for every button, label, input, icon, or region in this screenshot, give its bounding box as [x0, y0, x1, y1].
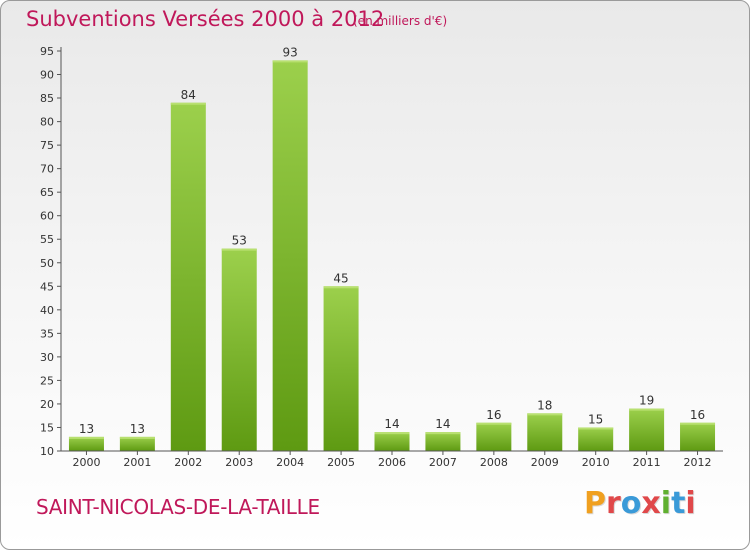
y-tick-label: 55 [40, 233, 54, 246]
x-tick-label: 2012 [684, 456, 712, 469]
y-tick-label: 25 [40, 374, 54, 387]
bar-value-label: 18 [537, 398, 552, 412]
bar-value-label: 13 [130, 422, 145, 436]
x-tick-label: 2001 [123, 456, 151, 469]
x-tick-label: 2006 [378, 456, 406, 469]
bar [680, 422, 716, 451]
x-tick-label: 2007 [429, 456, 457, 469]
bar-value-label: 45 [333, 271, 348, 285]
bar-value-label: 19 [639, 394, 654, 408]
x-tick-label: 2011 [633, 456, 661, 469]
logo-letter: i [660, 486, 672, 521]
bar [221, 248, 257, 451]
bar-value-label: 16 [690, 408, 705, 422]
bar-top-highlight [323, 286, 359, 289]
y-tick-label: 60 [40, 210, 54, 223]
bar [629, 408, 665, 451]
bar-top-highlight [425, 432, 461, 435]
y-tick-label: 10 [40, 445, 54, 458]
y-tick-label: 45 [40, 280, 54, 293]
bar [527, 413, 563, 451]
y-tick-label: 75 [40, 139, 54, 152]
x-tick-label: 2008 [480, 456, 508, 469]
bar-top-highlight [272, 60, 308, 63]
commune-name: SAINT-NICOLAS-DE-LA-TAILLE [36, 495, 320, 519]
x-tick-label: 2004 [276, 456, 304, 469]
logo-letter: P [584, 486, 606, 521]
bar-value-label: 14 [384, 417, 399, 431]
bar-top-highlight [578, 427, 614, 430]
bar-top-highlight [629, 408, 665, 411]
bar-top-highlight [527, 413, 563, 416]
y-tick-label: 15 [40, 421, 54, 434]
y-tick-label: 85 [40, 92, 54, 105]
bar [374, 432, 410, 451]
y-tick-label: 30 [40, 351, 54, 364]
y-tick-label: 80 [40, 116, 54, 129]
bar-top-highlight [374, 432, 410, 435]
chart-unit-subtitle: (en milliers d'€) [353, 14, 448, 28]
bar [425, 432, 461, 451]
logo-letter: i [685, 486, 696, 521]
y-tick-label: 40 [40, 304, 54, 317]
x-tick-label: 2009 [531, 456, 559, 469]
axes-group: 10 15 20 25 30 35 40 45 50 55 60 65 70 75 80 85 90 95 2000… [40, 45, 723, 469]
bar-value-label: 84 [181, 88, 196, 102]
bar-top-highlight [221, 248, 257, 251]
y-tick-label: 65 [40, 186, 54, 199]
x-tick-label: 2003 [225, 456, 253, 469]
bar-value-label: 93 [283, 45, 298, 59]
bar-top-highlight [170, 102, 206, 105]
y-tick-label: 90 [40, 69, 54, 82]
bar-top-highlight [680, 422, 716, 425]
y-tick-label: 70 [40, 163, 54, 176]
bar-top-highlight [476, 422, 512, 425]
bar-value-label: 14 [435, 417, 450, 431]
logo-letter: x [641, 486, 661, 521]
bar [476, 422, 512, 451]
bars-group: 13 13 84 53 93 45 14 14 16 18 15 19 16 [68, 45, 716, 451]
bar-value-label: 16 [486, 408, 501, 422]
y-tick-label: 35 [40, 327, 54, 340]
bar-top-highlight [68, 436, 104, 439]
logo-letter: r [606, 486, 621, 521]
x-tick-label: 2010 [582, 456, 610, 469]
y-tick-label: 20 [40, 398, 54, 411]
bar-value-label: 13 [79, 422, 94, 436]
logo-letter: t [671, 486, 686, 521]
bar-value-label: 53 [232, 234, 247, 248]
x-tick-label: 2000 [72, 456, 100, 469]
bar-value-label: 15 [588, 412, 603, 426]
y-tick-label: 50 [40, 257, 54, 270]
bar-top-highlight [119, 436, 155, 439]
bar [578, 427, 614, 451]
x-tick-label: 2005 [327, 456, 355, 469]
proxiti-logo: Proxiti [584, 486, 696, 521]
y-tick-label: 95 [40, 45, 54, 58]
x-tick-label: 2002 [174, 456, 202, 469]
bar [323, 286, 359, 451]
bar [272, 60, 308, 451]
chart-title: Subventions Versées 2000 à 2012 [26, 7, 385, 31]
logo-letter: o [620, 486, 642, 521]
bar [68, 436, 104, 451]
bar [119, 436, 155, 451]
bar [170, 102, 206, 451]
